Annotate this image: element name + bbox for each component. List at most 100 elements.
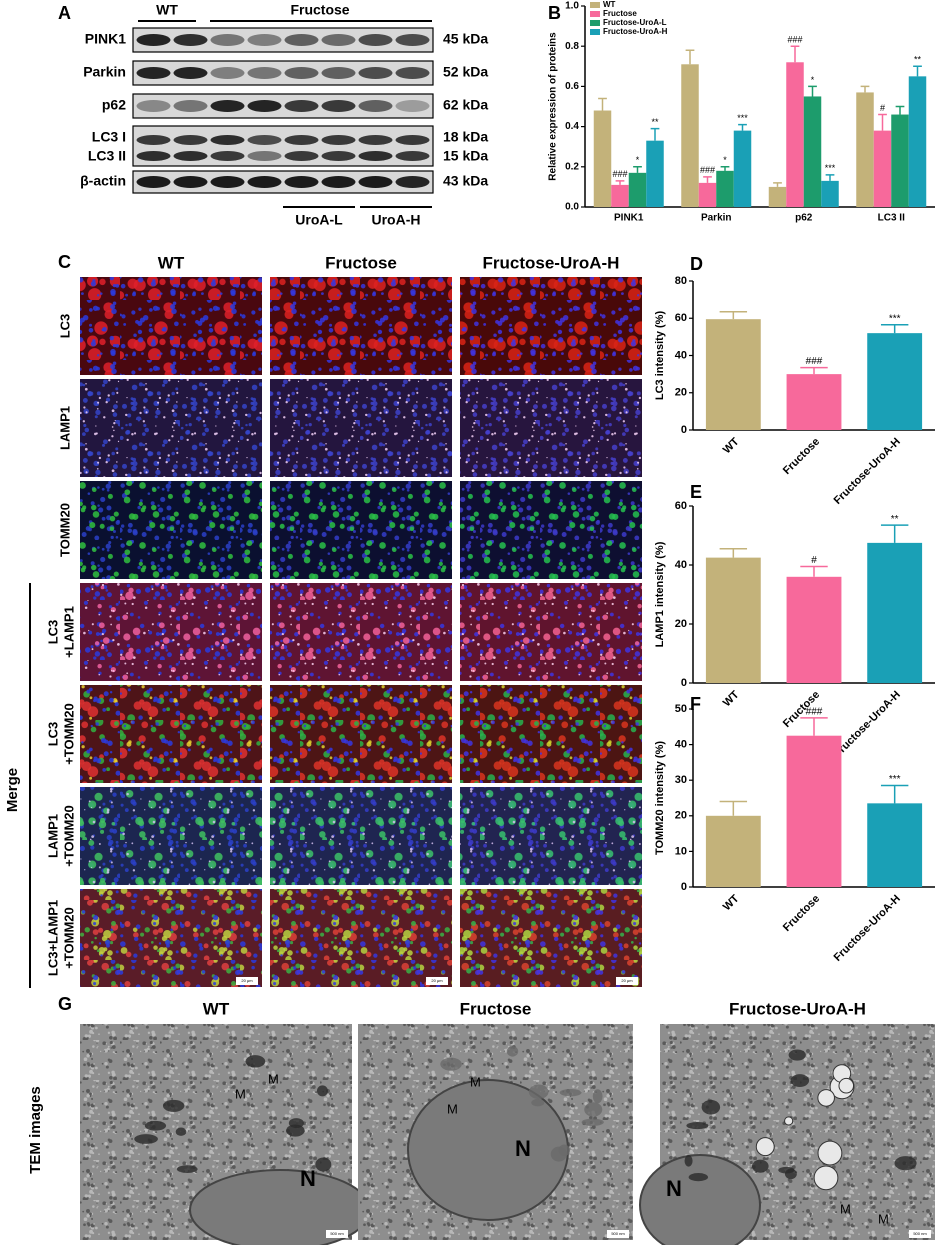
organelle bbox=[176, 1165, 198, 1174]
column-title: WT bbox=[158, 253, 185, 272]
blot-band bbox=[358, 176, 393, 188]
organelle bbox=[175, 1127, 187, 1136]
blot-band bbox=[136, 135, 171, 145]
y-axis-label: Relative expression of proteins bbox=[548, 32, 559, 181]
panel-label: A bbox=[58, 3, 71, 23]
bar bbox=[705, 815, 761, 887]
blot-band bbox=[136, 67, 171, 79]
error-bar bbox=[880, 524, 909, 543]
blot-band bbox=[136, 176, 171, 188]
legend-swatch bbox=[590, 20, 600, 26]
error-bar bbox=[825, 174, 835, 181]
y-tick-label: 0.0 bbox=[565, 202, 579, 213]
scale-label: 500 nm bbox=[330, 1231, 344, 1236]
organelle bbox=[162, 1099, 185, 1112]
y-tick-label: 10 bbox=[675, 845, 687, 857]
bar bbox=[786, 62, 804, 207]
error-bar bbox=[880, 784, 909, 804]
blot-band bbox=[321, 100, 356, 112]
organelle bbox=[752, 1159, 769, 1173]
organelle bbox=[584, 1102, 603, 1117]
error-bar bbox=[650, 127, 660, 141]
organelle bbox=[788, 1049, 806, 1061]
blot-band bbox=[173, 176, 208, 188]
blot-band bbox=[210, 67, 245, 79]
legend-swatch bbox=[590, 29, 600, 35]
x-tick-label: Fructose-UroA-H bbox=[832, 689, 903, 760]
blot-band bbox=[173, 67, 208, 79]
blot-band bbox=[358, 151, 393, 161]
blot-membrane bbox=[132, 125, 434, 167]
micrograph bbox=[80, 379, 262, 477]
blot-band bbox=[136, 34, 171, 46]
organelle bbox=[144, 1120, 167, 1131]
micrograph bbox=[460, 379, 642, 477]
vacuole bbox=[817, 1089, 835, 1107]
micrograph bbox=[270, 379, 452, 477]
significance-label: ** bbox=[651, 117, 659, 127]
micrograph bbox=[80, 481, 262, 579]
scale-box bbox=[607, 1230, 629, 1238]
blot-band bbox=[247, 176, 282, 188]
merge-label: Merge bbox=[4, 768, 21, 812]
legend-label: WT bbox=[603, 0, 616, 9]
nucleus-label: N bbox=[300, 1166, 316, 1191]
significance-label: # bbox=[880, 103, 885, 113]
bar bbox=[716, 170, 734, 207]
blot-band bbox=[173, 135, 208, 145]
y-axis-label: LC3 intensity (%) bbox=[654, 311, 666, 401]
bar bbox=[891, 114, 909, 207]
bar bbox=[593, 110, 612, 207]
bar bbox=[867, 333, 923, 430]
organelle bbox=[134, 1134, 158, 1144]
panel-label: G bbox=[58, 994, 72, 1014]
bar bbox=[786, 374, 842, 430]
blot-membrane bbox=[132, 170, 434, 194]
blot-band bbox=[284, 67, 319, 79]
protein-label: LC3 II bbox=[88, 148, 126, 164]
bar bbox=[768, 186, 787, 207]
organelle bbox=[531, 1098, 545, 1107]
organelle bbox=[581, 1118, 604, 1126]
blot-band bbox=[284, 176, 319, 188]
column-title: WT bbox=[203, 999, 230, 1018]
significance-label: *** bbox=[889, 774, 901, 785]
y-tick-label: 0 bbox=[681, 424, 687, 436]
error-bar bbox=[719, 800, 748, 816]
error-bar bbox=[719, 548, 748, 558]
y-tick-label: 0.4 bbox=[565, 121, 579, 132]
organelle bbox=[245, 1055, 266, 1068]
significance-label: ### bbox=[806, 356, 823, 367]
mito-label: M bbox=[470, 1074, 481, 1089]
bar bbox=[908, 76, 927, 207]
row-label: LAMP1 bbox=[45, 814, 60, 858]
protein-label: LC3 I bbox=[92, 129, 126, 145]
error-bar bbox=[800, 366, 828, 375]
micrograph bbox=[270, 277, 452, 375]
y-tick-label: 30 bbox=[675, 774, 687, 786]
size-label: 62 kDa bbox=[443, 97, 488, 113]
organelle bbox=[688, 1173, 709, 1182]
mito-label: M bbox=[840, 1201, 851, 1216]
significance-label: ### bbox=[700, 165, 715, 175]
organelle bbox=[592, 1089, 603, 1104]
error-bar bbox=[860, 85, 870, 93]
mito-label: M bbox=[235, 1086, 246, 1101]
significance-label: ### bbox=[612, 169, 627, 179]
treatment-label: UroA-H bbox=[372, 212, 421, 228]
panel-label: C bbox=[58, 252, 71, 272]
blot-band bbox=[395, 151, 430, 161]
blot-band bbox=[358, 34, 393, 46]
row-label: +LAMP1 bbox=[61, 606, 76, 658]
organelle bbox=[684, 1155, 693, 1167]
bar bbox=[786, 576, 842, 683]
scale-box bbox=[616, 977, 638, 985]
blot-band bbox=[284, 135, 319, 145]
blot-band bbox=[247, 67, 282, 79]
micrograph bbox=[270, 685, 452, 783]
mito-label: M bbox=[447, 1101, 458, 1116]
scale-label: 20 μm bbox=[241, 978, 253, 983]
organelle bbox=[286, 1124, 305, 1137]
error-bar bbox=[878, 113, 887, 131]
